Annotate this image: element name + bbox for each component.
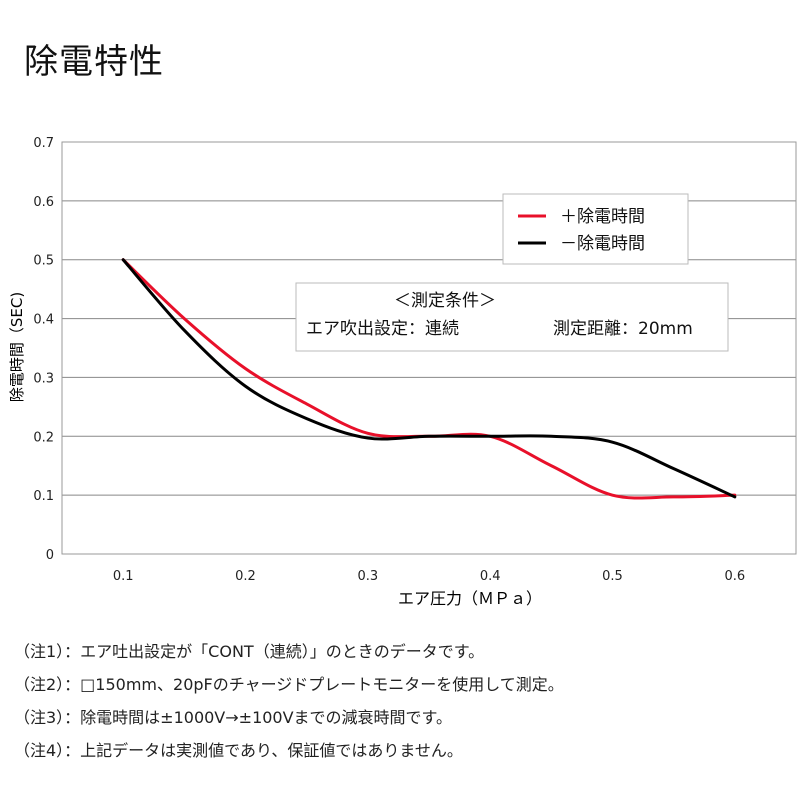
legend-label-1: －除電時間 <box>560 234 645 254</box>
legend-box <box>502 193 689 265</box>
y-tick-label-5: 0.5 <box>33 254 54 269</box>
note-3: （注3）：除電時間は±1000V→±100Vまでの減衰時間です。 <box>14 708 452 727</box>
x-axis-title: エア圧力（ＭＰａ） <box>398 589 542 608</box>
y-tick-label-3: 0.3 <box>33 371 54 386</box>
x-tick-label-4: 0.5 <box>602 569 623 584</box>
plot-frame <box>61 141 797 555</box>
y-tick-label-7: 0.7 <box>33 136 54 151</box>
note-1: （注1）：エア吐出設定が「CONT（連続）」のときのデータです。 <box>14 642 485 661</box>
y-axis-title: 除電時間（SEC) <box>8 292 26 402</box>
note-4: （注4）：上記データは実測値であり、保証値ではありません。 <box>14 741 463 760</box>
legend-label-0: ＋除電時間 <box>560 207 645 227</box>
series-line-1 <box>121 258 737 499</box>
conditions-box <box>295 282 729 352</box>
x-tick-label-0: 0.1 <box>113 569 134 584</box>
note-2: （注2）：□150mm、20pFのチャージドプレートモニターを使用して測定。 <box>14 675 564 694</box>
conditions-heading: ＜測定条件＞ <box>394 291 496 311</box>
y-tick-label-2: 0.2 <box>33 430 54 445</box>
y-tick-label-4: 0.4 <box>33 313 54 328</box>
x-tick-label-3: 0.4 <box>480 569 501 584</box>
x-tick-label-2: 0.3 <box>357 569 378 584</box>
page-title: 除電特性 <box>24 42 164 82</box>
conditions-distance: 測定距離：20mm <box>553 319 693 339</box>
conditions-air-setting: エア吹出設定：連続 <box>306 319 459 339</box>
y-tick-label-6: 0.6 <box>33 195 54 210</box>
y-tick-label-0: 0 <box>46 548 54 563</box>
y-tick-label-1: 0.1 <box>33 489 54 504</box>
x-tick-label-5: 0.6 <box>724 569 745 584</box>
chart: 0 0.1 0.2 0.3 0.4 0.5 0.6 0.7 0.1 0.2 0.3 0.4 0.5 0.6… <box>8 136 797 608</box>
x-tick-label-1: 0.2 <box>235 569 256 584</box>
